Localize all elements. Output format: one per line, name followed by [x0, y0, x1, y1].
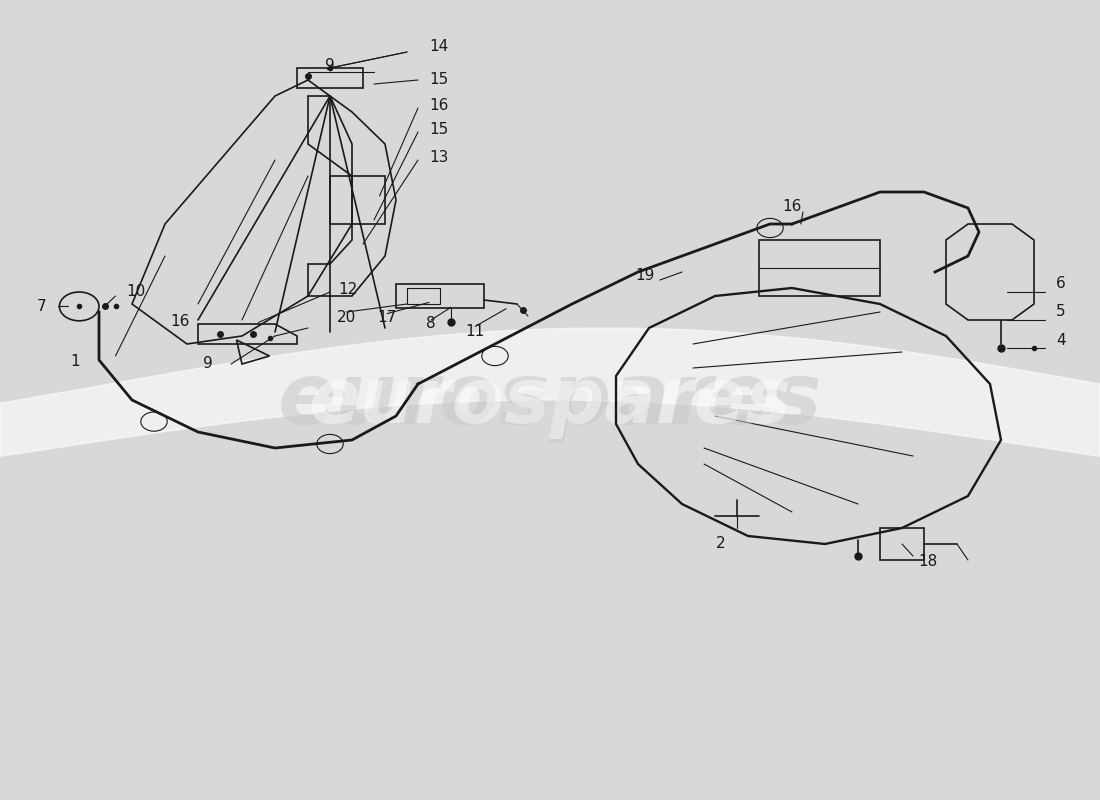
Text: 16: 16	[170, 314, 190, 329]
Text: eurospares: eurospares	[277, 358, 823, 442]
Text: 17: 17	[377, 310, 397, 325]
Text: 1: 1	[70, 354, 79, 369]
Text: 13: 13	[429, 150, 449, 165]
Text: 12: 12	[339, 282, 359, 297]
Text: 4: 4	[1056, 333, 1066, 347]
Text: eurospares: eurospares	[309, 365, 791, 438]
Text: 20: 20	[337, 310, 356, 325]
Text: 15: 15	[429, 122, 449, 137]
Text: 2: 2	[716, 537, 725, 551]
Text: 14: 14	[429, 39, 449, 54]
Bar	[297, 68, 363, 88]
Text: 7: 7	[37, 299, 46, 314]
Text: 15: 15	[429, 73, 449, 87]
Text: 8: 8	[427, 317, 436, 331]
Text: 18: 18	[918, 554, 937, 569]
PathPatch shape	[0, 328, 1100, 456]
Text: 9: 9	[204, 357, 213, 371]
Text: 10: 10	[126, 285, 145, 299]
Text: 16: 16	[429, 98, 449, 113]
Text: 19: 19	[635, 269, 654, 283]
Text: 11: 11	[465, 325, 485, 339]
Text: 16: 16	[782, 199, 802, 214]
Text: 9: 9	[326, 58, 334, 73]
Text: 6: 6	[1056, 277, 1066, 291]
Text: 5: 5	[1056, 305, 1066, 319]
